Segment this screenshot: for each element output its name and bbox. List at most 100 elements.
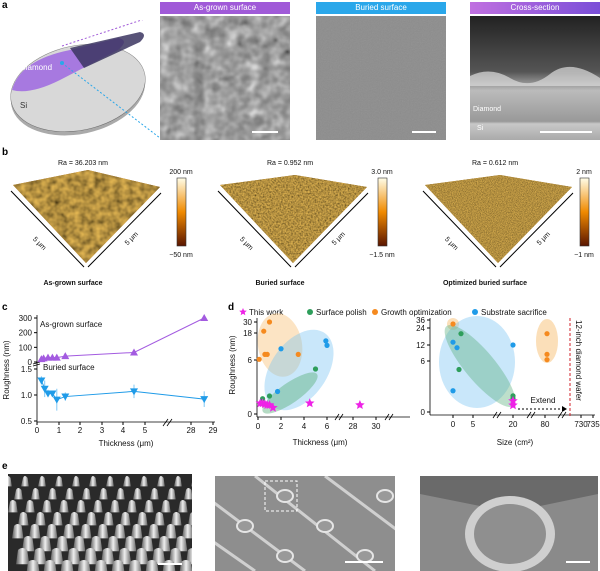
axis-break bbox=[384, 413, 394, 421]
pillar bbox=[42, 500, 52, 513]
roughness-thickness-chart: 0 1 2 3 4 5 28 29 0 100 200 300 0.5 1.0 1.5 Thickness (… bbox=[2, 314, 218, 448]
pillar bbox=[158, 536, 171, 552]
data-point bbox=[454, 345, 460, 351]
x-tick-label: 3 bbox=[100, 426, 105, 435]
wafer-label: 12-inch diamond wafer bbox=[574, 320, 583, 401]
x-axis-label: Thickness (μm) bbox=[293, 438, 348, 447]
panel-label-b: b bbox=[2, 147, 9, 158]
y-tick-label: 30 bbox=[243, 318, 252, 327]
pillar bbox=[8, 500, 18, 513]
pillar bbox=[128, 560, 142, 571]
axis-line bbox=[10, 190, 85, 268]
data-point bbox=[450, 339, 456, 345]
x-tick-label: 30 bbox=[372, 422, 381, 431]
pillar bbox=[59, 500, 69, 513]
pillar bbox=[21, 476, 29, 487]
data-point bbox=[261, 328, 267, 334]
y-axis-label: Roughness (nm) bbox=[228, 335, 237, 394]
x-tick-label: 4 bbox=[302, 422, 307, 431]
pillar bbox=[118, 548, 132, 565]
colorbar-gradient bbox=[176, 177, 187, 247]
pillar bbox=[84, 548, 98, 565]
roughness-comparison-chart: This work Surface polish Growth optimizati… bbox=[228, 308, 600, 447]
pillar bbox=[93, 500, 103, 513]
data-point bbox=[450, 321, 456, 327]
pillar bbox=[50, 548, 64, 565]
colorbar-min: −1.5 nm bbox=[369, 252, 395, 259]
colorbar-max: 3.0 nm bbox=[371, 169, 393, 176]
legend-marker bbox=[372, 309, 378, 315]
y-tick-label: 0 bbox=[28, 358, 33, 367]
pillar bbox=[174, 476, 182, 487]
sem-buried bbox=[316, 16, 446, 140]
pillar bbox=[140, 476, 148, 487]
data-point bbox=[450, 388, 456, 394]
pillar bbox=[186, 548, 192, 565]
x-tick-label: 1 bbox=[57, 426, 62, 435]
pillar bbox=[175, 536, 188, 552]
series-label: As-grown surface bbox=[40, 320, 103, 329]
pillar bbox=[145, 560, 159, 571]
pillar bbox=[52, 512, 63, 526]
pillar bbox=[26, 560, 40, 571]
pillar bbox=[99, 488, 108, 500]
colorbar: 200 nm −50 nm bbox=[169, 169, 193, 259]
scale-bar bbox=[412, 131, 436, 133]
pillar bbox=[82, 488, 91, 500]
y-tick-label: 0.5 bbox=[21, 417, 33, 426]
buried-header: Buried surface bbox=[316, 2, 446, 14]
y-tick-label: 18 bbox=[243, 329, 252, 338]
data-point bbox=[266, 319, 273, 325]
pillar bbox=[46, 524, 58, 539]
data-point bbox=[61, 393, 70, 401]
pillar bbox=[171, 512, 182, 526]
pillar bbox=[110, 500, 120, 513]
axis-line bbox=[87, 192, 162, 268]
extend-label: Extend bbox=[531, 396, 556, 405]
scale-bar bbox=[540, 131, 592, 133]
data-point bbox=[200, 396, 209, 404]
pillar bbox=[14, 488, 23, 500]
data-point bbox=[510, 342, 516, 348]
star-marker bbox=[355, 400, 365, 410]
arrow-head bbox=[562, 406, 567, 412]
colorbar: 2 nm −1 nm bbox=[574, 169, 594, 259]
pillar bbox=[73, 536, 86, 552]
pillar bbox=[69, 512, 80, 526]
pillar bbox=[77, 560, 91, 571]
data-point bbox=[456, 366, 462, 373]
data-point bbox=[458, 331, 464, 337]
y-tick-label: 200 bbox=[19, 329, 33, 338]
pillar bbox=[31, 488, 40, 500]
pillar bbox=[33, 548, 47, 565]
pillar bbox=[48, 488, 57, 500]
legend-label: This work bbox=[249, 308, 284, 317]
data-point bbox=[256, 356, 262, 362]
y-tick-label: 36 bbox=[416, 316, 425, 325]
axis-line bbox=[217, 190, 292, 268]
pillar bbox=[107, 536, 120, 552]
data-point bbox=[48, 390, 57, 398]
y-tick-label: 24 bbox=[416, 324, 425, 333]
polish-cluster bbox=[262, 372, 318, 414]
legend-marker bbox=[307, 309, 313, 315]
pillar bbox=[101, 548, 115, 565]
surface-texture bbox=[425, 175, 572, 263]
pillar bbox=[161, 500, 171, 513]
x-tick-label: 2 bbox=[78, 426, 83, 435]
y-tick-label: 12 bbox=[416, 341, 425, 350]
pillar bbox=[167, 488, 176, 500]
data-point bbox=[544, 351, 550, 357]
pillar bbox=[97, 524, 109, 539]
y-tick-label: 1.5 bbox=[21, 365, 33, 374]
data-point bbox=[130, 388, 138, 396]
pillar bbox=[55, 476, 63, 487]
pillar bbox=[72, 476, 80, 487]
pillar bbox=[137, 512, 148, 526]
pillar bbox=[39, 536, 52, 552]
axis-break bbox=[526, 411, 536, 419]
data-point bbox=[61, 352, 70, 360]
legend-label: Surface polish bbox=[316, 308, 367, 317]
si-layer-label: Si bbox=[20, 101, 27, 110]
